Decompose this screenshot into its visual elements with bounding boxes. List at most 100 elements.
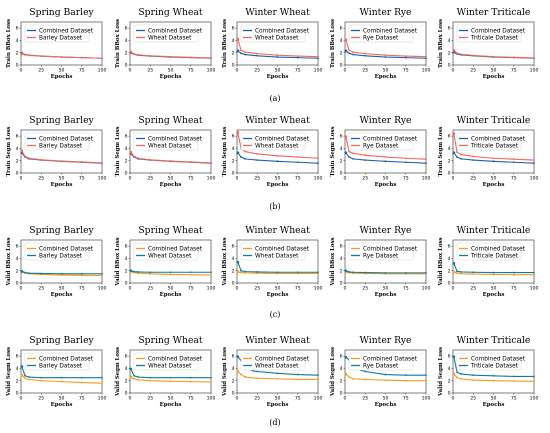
data-point — [492, 273, 495, 276]
data-point — [352, 271, 354, 274]
legend-label: Wheat Dataset — [148, 364, 192, 370]
y-tick-label: 2 — [448, 378, 451, 384]
legend-box — [240, 352, 306, 371]
subplot-3-2: Spring Wheat 0 2 4 6 0 25 50 75 100 Epochs Valid BB… — [115, 225, 215, 298]
x-tick-label: 25 — [362, 68, 368, 74]
legend-box — [240, 24, 306, 43]
data-point — [460, 157, 462, 160]
y-axis-label: Train BBox Loss — [222, 19, 228, 68]
data-point — [533, 162, 535, 165]
legend-box — [348, 132, 414, 151]
legend-label: Combined Dataset — [39, 137, 94, 143]
y-tick-label: 0 — [16, 63, 19, 69]
legend-box — [133, 242, 199, 261]
legend-label: Combined Dataset — [148, 357, 203, 363]
subplot-title: Spring Barley — [29, 335, 94, 346]
y-tick-label: 6 — [125, 26, 128, 32]
data-point — [240, 269, 242, 272]
data-point — [492, 374, 495, 377]
legend-label: Combined Dataset — [363, 357, 418, 363]
legend-label: Barley Dataset — [39, 254, 83, 260]
x-axis-label: Epochs — [160, 402, 182, 408]
data-point — [472, 271, 475, 274]
x-tick-label: 25 — [147, 68, 153, 74]
subplot-4-5: Winter Triticale 0 2 4 6 0 25 50 75 100 Epochs Vali… — [438, 335, 538, 408]
subplot-3-5: Winter Triticale 0 2 4 6 0 25 50 75 100 Epochs Vali… — [438, 225, 538, 298]
data-point — [149, 379, 152, 382]
data-point — [364, 378, 367, 381]
x-tick-label: 0 — [236, 286, 239, 292]
data-point — [60, 272, 63, 275]
x-axis-label: Epochs — [483, 292, 505, 298]
data-point — [169, 380, 172, 383]
x-tick-label: 75 — [511, 176, 517, 182]
data-point — [256, 52, 259, 55]
legend-label: Combined Dataset — [39, 29, 94, 35]
data-point — [533, 57, 535, 59]
y-tick-label: 4 — [125, 256, 128, 262]
data-point — [169, 273, 172, 276]
x-tick-label: 25 — [470, 396, 476, 402]
data-point — [492, 160, 495, 163]
subplot-4-3: Winter Wheat 0 2 4 6 0 25 50 75 100 Epochs Valid Se… — [222, 335, 322, 408]
x-tick-label: 100 — [314, 286, 323, 292]
data-point — [425, 374, 427, 377]
legend-label: Triticale Dataset — [470, 254, 519, 260]
data-point — [317, 378, 319, 381]
x-tick-label: 50 — [168, 68, 174, 74]
subplot-4-4: Winter Rye 0 2 4 6 0 25 50 75 100 Epochs Valid Segm… — [330, 335, 430, 408]
x-tick-label: 100 — [207, 286, 216, 292]
x-axis-label: Epochs — [51, 182, 73, 188]
x-tick-label: 25 — [147, 286, 153, 292]
legend-label: Combined Dataset — [471, 247, 526, 253]
subplot-title: Spring Barley — [29, 7, 94, 18]
y-tick-label: 4 — [340, 146, 343, 152]
x-tick-label: 0 — [129, 396, 132, 402]
data-point — [296, 56, 299, 59]
x-tick-label: 100 — [422, 176, 431, 182]
x-tick-label: 100 — [98, 286, 107, 292]
x-axis-label: Epochs — [267, 182, 289, 188]
x-tick-label: 100 — [98, 68, 107, 74]
data-point — [456, 270, 458, 273]
data-point — [244, 157, 247, 160]
subplot-title: Winter Wheat — [245, 115, 310, 126]
data-point — [133, 53, 135, 55]
subplot-2-2: Spring Wheat 0 2 4 6 0 25 50 75 100 Epochs Train Se… — [115, 115, 215, 188]
data-point — [384, 56, 387, 58]
x-axis-label: Epochs — [267, 402, 289, 408]
data-point — [533, 380, 535, 383]
data-point — [425, 379, 427, 382]
data-point — [60, 160, 63, 162]
data-point — [472, 159, 475, 162]
x-tick-label: 25 — [254, 68, 260, 74]
y-tick-label: 6 — [232, 26, 235, 32]
data-point — [348, 271, 350, 273]
start-marker — [344, 135, 348, 139]
y-tick-label: 6 — [448, 134, 451, 140]
legend-label: Combined Dataset — [39, 247, 94, 253]
series-line — [237, 261, 318, 273]
x-tick-label: 50 — [383, 176, 389, 182]
x-tick-label: 25 — [470, 286, 476, 292]
data-point — [276, 54, 279, 57]
x-tick-label: 25 — [38, 176, 44, 182]
data-point — [384, 379, 387, 381]
x-tick-label: 100 — [422, 68, 431, 74]
legend-label: Rye Dataset — [363, 254, 399, 260]
y-tick-label: 2 — [16, 268, 19, 274]
legend-box — [240, 132, 306, 151]
y-tick-label: 6 — [340, 26, 343, 32]
data-point — [252, 369, 255, 372]
data-point — [244, 376, 247, 378]
subplot-1-2: Spring Wheat 0 2 4 6 0 25 50 75 100 Epochs Train BB… — [115, 7, 215, 80]
legend-label: Barley Dataset — [39, 144, 83, 150]
data-point — [364, 154, 367, 157]
start-marker — [452, 132, 456, 136]
x-tick-label: 25 — [147, 176, 153, 182]
y-tick-label: 4 — [16, 366, 19, 372]
